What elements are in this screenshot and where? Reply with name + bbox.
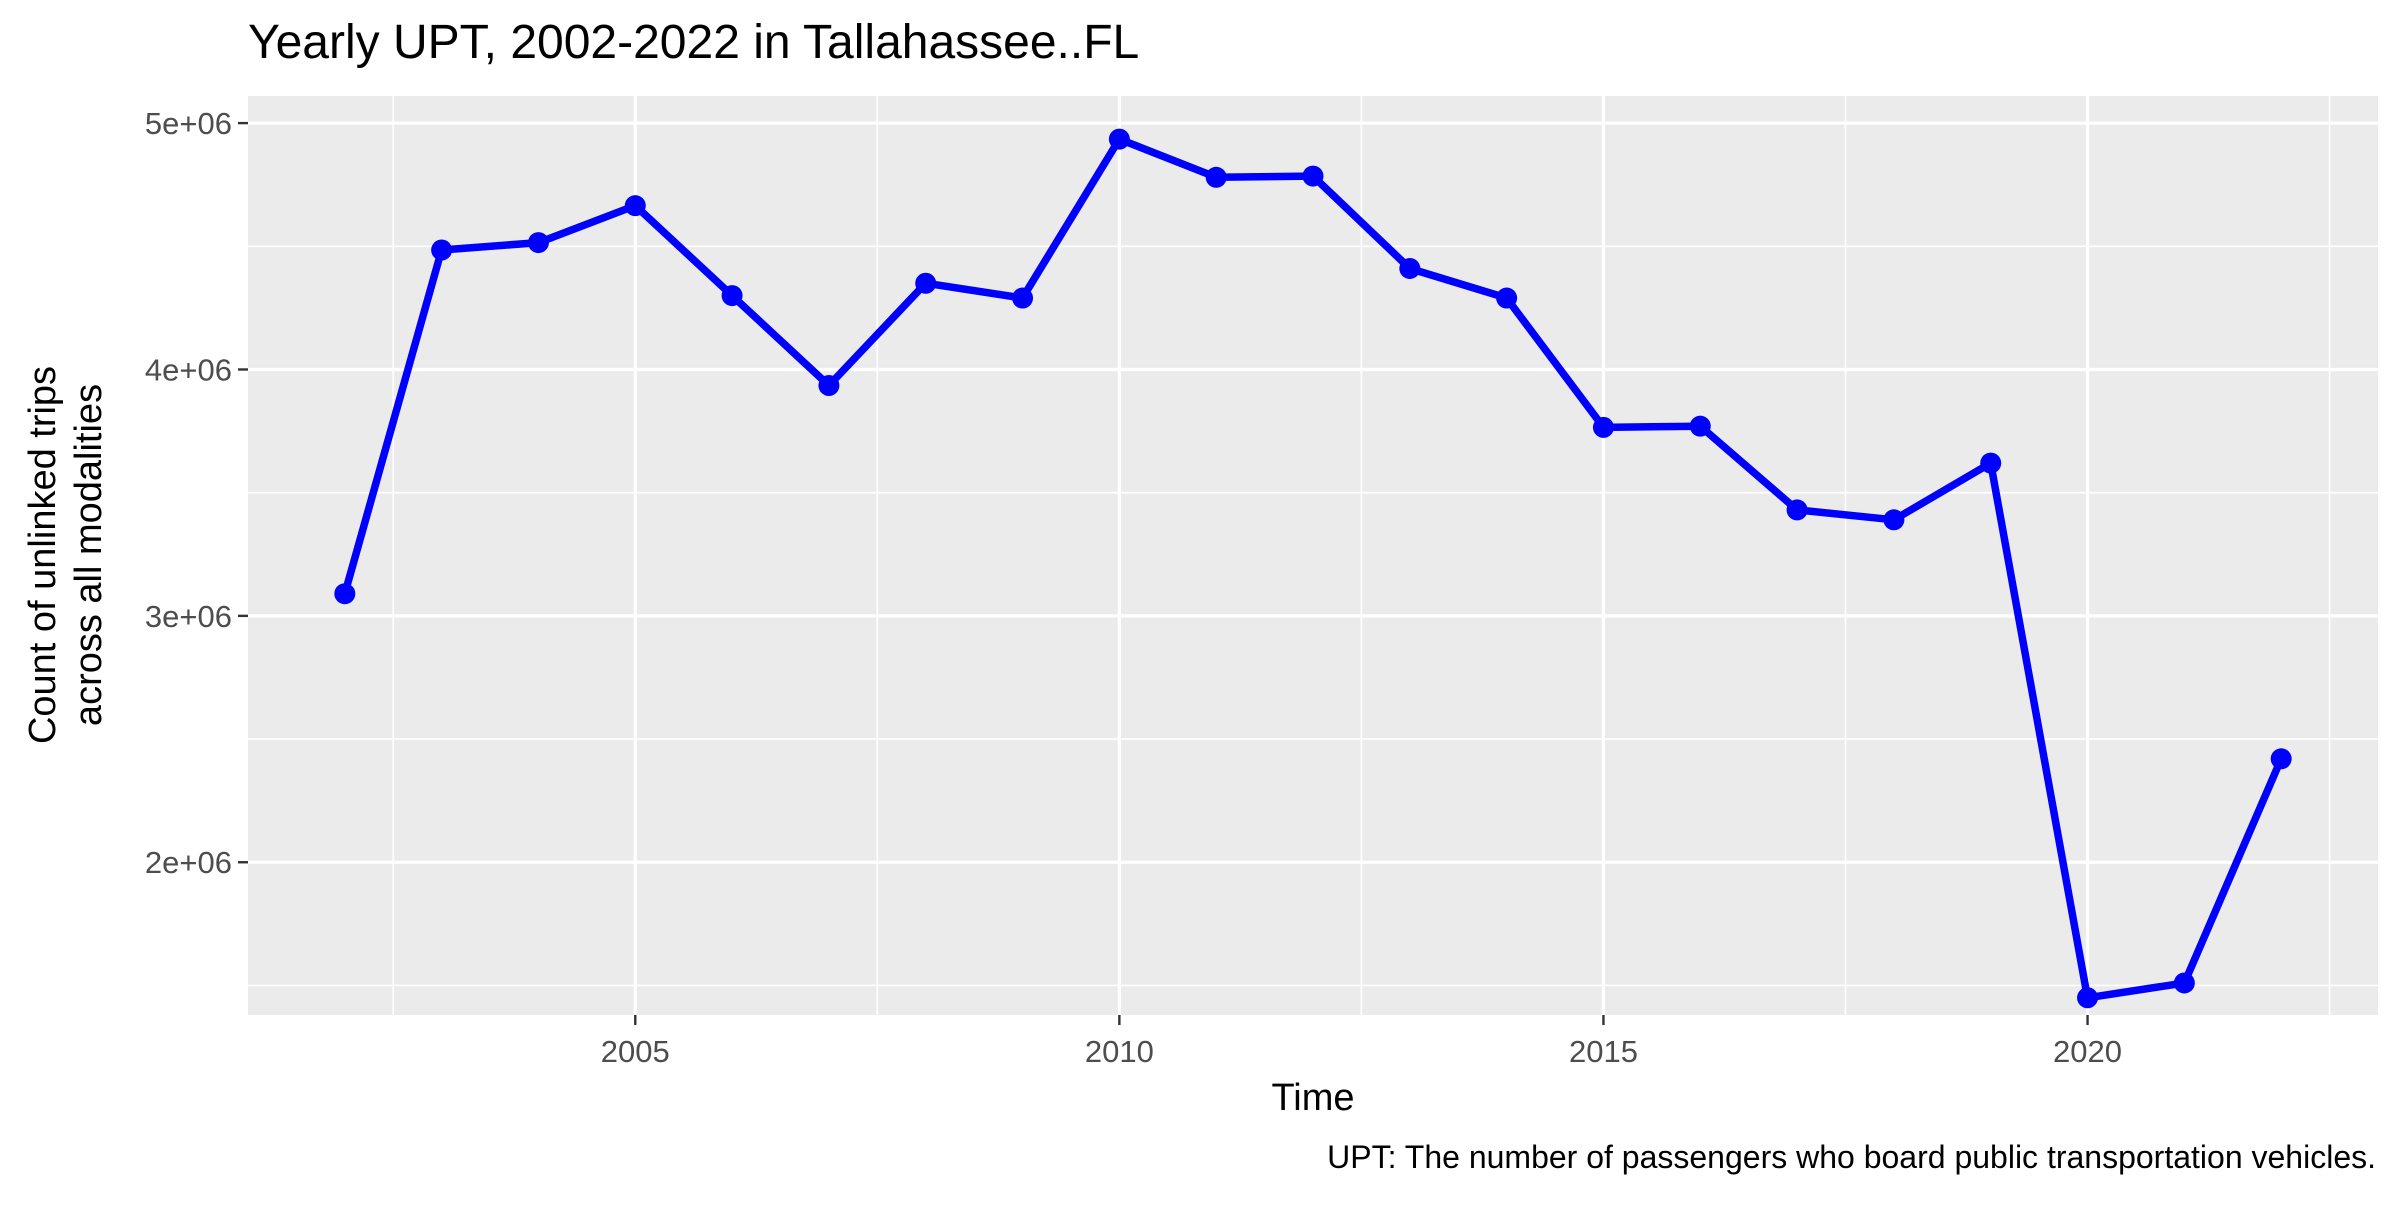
data-point [2270,748,2292,770]
data-point [334,583,356,605]
x-tick-label: 2015 [1569,1034,1638,1069]
x-axis-title: Time [1271,1077,1354,1119]
data-point [527,232,549,254]
data-point [2173,972,2195,994]
data-point [915,272,937,294]
y-axis-ticks: 2e+06 3e+06 4e+06 5e+06 [145,106,248,880]
y-tick-label: 5e+06 [145,106,232,141]
x-tick-label: 2010 [1085,1034,1154,1069]
data-point [2077,987,2099,1009]
chart-title: Yearly UPT, 2002-2022 in Tallahassee..FL [248,16,1139,69]
y-tick-label: 2e+06 [145,845,232,880]
y-axis-title-line-2: across all modalities [68,384,110,726]
data-point [1592,416,1614,438]
data-point [1496,287,1518,309]
data-point [1689,415,1711,437]
data-point [721,285,743,307]
data-point [1012,287,1034,309]
data-point [431,239,453,261]
x-tick-label: 2005 [601,1034,670,1069]
data-point [624,195,646,217]
data-point [1302,165,1324,187]
major-gridlines [248,96,2378,1015]
data-point [818,374,840,396]
data-point [1883,509,1905,531]
data-point [1980,452,2002,474]
x-tick-label: 2020 [2053,1034,2122,1069]
data-point [1108,128,1130,150]
y-axis-title: Count of unlinked trips across all modal… [22,366,110,744]
minor-gridlines [248,96,2378,1015]
chart-caption: UPT: The number of passengers who board … [1327,1139,2376,1175]
series-layer [334,128,2292,1009]
y-tick-label: 4e+06 [145,352,232,387]
y-tick-label: 3e+06 [145,599,232,634]
data-point [1205,166,1227,188]
data-point [1786,499,1808,521]
x-axis-ticks: 2005 2010 2015 2020 [601,1015,2122,1069]
data-point [1399,257,1421,279]
y-axis-title-line-1: Count of unlinked trips [22,366,64,744]
